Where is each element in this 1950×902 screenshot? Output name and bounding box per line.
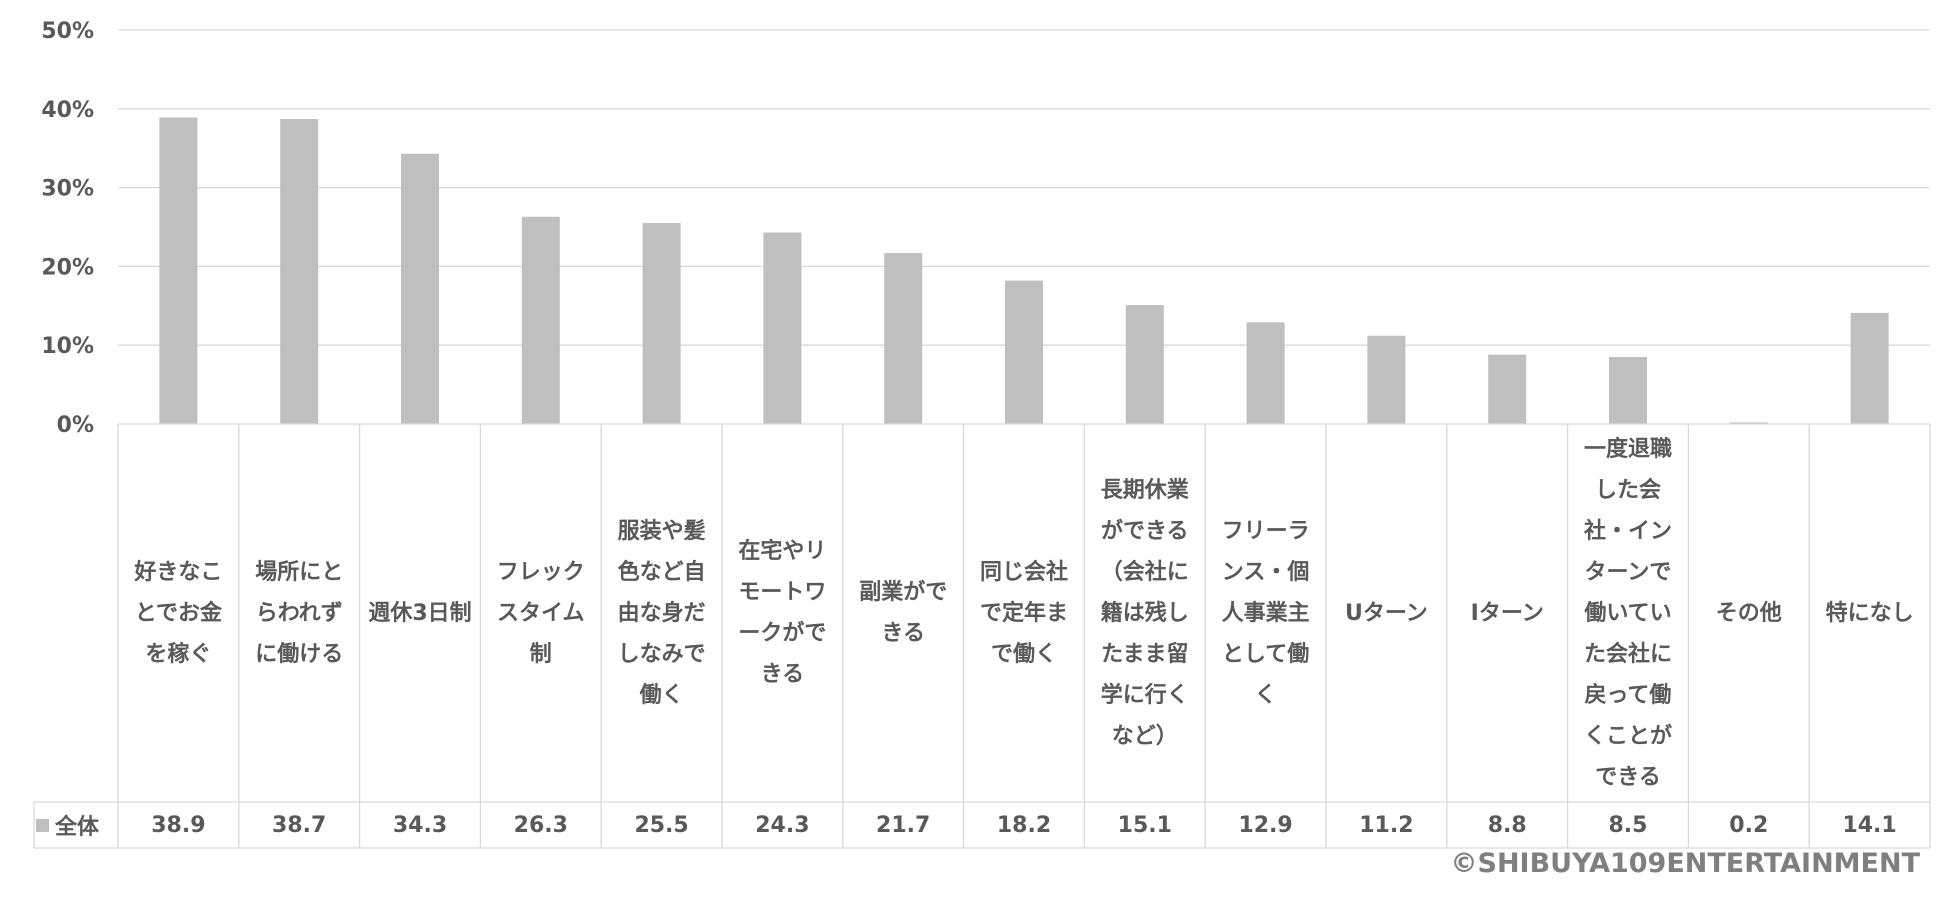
data-table-value: 14.1	[1842, 812, 1897, 838]
y-tick-label: 10%	[41, 334, 94, 359]
bar	[521, 216, 560, 424]
category-label: フリーランス・個人事業主として働く	[1221, 518, 1310, 708]
category-label: 場所にとらわれずに働ける	[255, 559, 344, 667]
bar	[159, 117, 198, 424]
data-table-value: 0.2	[1729, 812, 1769, 838]
category-label: 好きなことでお金を稼ぐ	[134, 559, 223, 667]
data-table-value: 18.2	[996, 812, 1052, 838]
bar	[1125, 305, 1164, 424]
data-table-value: 12.9	[1238, 812, 1293, 838]
y-tick-label: 50%	[41, 19, 94, 44]
bar	[1850, 312, 1889, 424]
category-label: 在宅やリモートワークができる	[738, 539, 827, 687]
category-label: Iターン	[1470, 600, 1544, 626]
y-tick-label: 30%	[41, 177, 94, 202]
bar	[763, 232, 802, 424]
bar	[1367, 335, 1406, 424]
bars	[159, 117, 1889, 424]
category-label: 副業ができる	[859, 580, 948, 646]
data-table-value: 34.3	[392, 812, 448, 838]
bar	[642, 223, 681, 424]
category-label: 長期休業ができる（会社に籍は残したまま留学に行くなど）	[1100, 477, 1189, 749]
data-table-value: 8.8	[1487, 812, 1527, 838]
data-table-value: 11.2	[1359, 812, 1414, 838]
bar	[884, 253, 923, 424]
y-tick-label: 0%	[57, 413, 94, 438]
category-label: その他	[1715, 600, 1782, 626]
y-axis: 0% 10% 20% 30% 40% 50%	[41, 19, 94, 438]
category-label: 同じ会社で定年まで働く	[979, 559, 1068, 667]
data-table-value: 8.5	[1608, 812, 1648, 838]
legend: 全体	[36, 802, 99, 848]
bar	[1729, 422, 1768, 424]
bar	[1609, 357, 1647, 424]
category-label: 週休3日制	[368, 600, 472, 626]
y-tick-label: 20%	[41, 255, 94, 280]
data-table-value: 26.3	[513, 812, 568, 838]
data-table-value: 38.7	[272, 812, 327, 838]
y-tick-label: 40%	[41, 98, 94, 123]
bar	[401, 153, 439, 424]
bar	[280, 119, 319, 424]
category-label: フレックスタイム制	[496, 559, 585, 667]
category-label: 一度退職した会社・インターンで働いていた会社に戻って働くことができる	[1583, 436, 1672, 790]
category-label: Uターン	[1345, 600, 1428, 626]
data-table-value: 21.7	[876, 812, 931, 838]
data-table-value: 24.3	[755, 812, 810, 838]
data-table-value: 15.1	[1117, 812, 1172, 838]
data-table-borders	[33, 423, 1931, 849]
bar	[1246, 322, 1285, 424]
bar	[1005, 280, 1043, 424]
legend-label: 全体	[55, 815, 100, 840]
data-table-value: 25.5	[634, 812, 689, 838]
category-label: 服装や髪色など自由な身だしなみで働く	[617, 518, 706, 708]
copyright-text: ©SHIBUYA109ENTERTAINMENT	[1450, 848, 1920, 879]
category-label: 特になし	[1825, 600, 1914, 626]
legend-swatch	[36, 818, 49, 832]
data-table-value: 38.9	[151, 812, 206, 838]
bar	[1488, 354, 1527, 424]
